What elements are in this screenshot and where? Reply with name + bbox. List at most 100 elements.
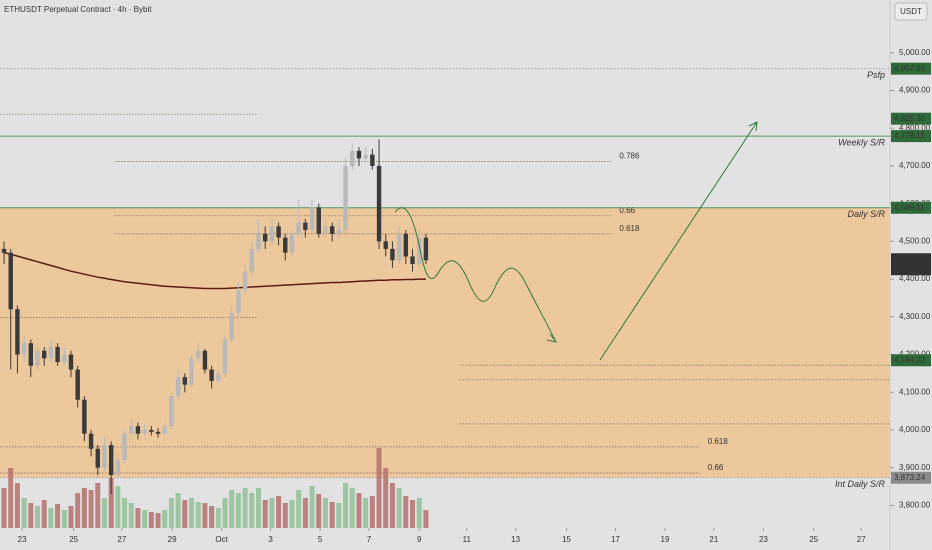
volume-bar (195, 502, 201, 528)
level-tag-label: 3,873.24 (894, 473, 926, 482)
candle-body (209, 369, 214, 381)
candle-body (129, 426, 134, 434)
candle-body (423, 237, 429, 261)
candle-body (35, 350, 40, 366)
volume-bar (202, 503, 208, 528)
fib-label: 0.618 (619, 224, 640, 233)
volume-bar (376, 448, 382, 528)
candle-body (222, 339, 228, 374)
x-tick-label: 19 (661, 535, 670, 544)
candle-body (149, 429, 154, 432)
level-label: Int Daily S/R (835, 479, 886, 489)
candle-body (75, 369, 80, 400)
volume-bar (175, 493, 181, 528)
y-tick-label: 5,000.00 (899, 48, 931, 57)
volume-bar (48, 508, 54, 528)
volume-bar (396, 488, 402, 528)
level-tag (891, 471, 931, 484)
volume-bar (329, 502, 335, 528)
candle-body (262, 233, 268, 242)
candle-body (68, 354, 74, 370)
candle-body (102, 445, 107, 468)
candle-body (182, 377, 188, 385)
candle-body (122, 433, 127, 461)
x-tick-label: 25 (809, 535, 818, 544)
volume-bar (255, 488, 261, 528)
x-tick-label: 3 (268, 535, 273, 544)
volume-bar (1, 488, 7, 528)
candle-body (390, 248, 395, 261)
candle-body (410, 256, 415, 264)
y-tick-label: 4,000.00 (899, 425, 931, 434)
level-tag-label: 4,589.11 (894, 203, 925, 212)
candle-body (189, 358, 194, 385)
currency-box (894, 2, 928, 21)
volume-bar (423, 510, 429, 528)
volume-bar (383, 468, 389, 528)
volume-bar (262, 500, 268, 528)
candle-body (417, 237, 422, 264)
candle-body (108, 445, 114, 476)
volume-bar (222, 498, 228, 528)
level-tag (891, 201, 931, 214)
volume-bar (8, 468, 14, 528)
countdown: 01:37:21 (894, 264, 926, 273)
candle-body (115, 460, 121, 476)
volume-bar (209, 506, 215, 528)
level-tag (891, 62, 931, 75)
volume-bar (162, 510, 168, 528)
candle-body (296, 222, 301, 234)
volume-bar (61, 510, 67, 528)
x-tick-label: 29 (168, 535, 177, 544)
volume-bar (142, 510, 148, 528)
candle-body (236, 290, 241, 314)
y-tick-label: 3,900.00 (899, 463, 931, 472)
volume-bar (343, 483, 349, 528)
candle-body (142, 429, 147, 434)
y-tick-label: 4,900.00 (899, 86, 931, 95)
level-tag-label: 4,779.11 (894, 131, 925, 140)
price-tag (891, 112, 931, 125)
price-tag (891, 354, 931, 367)
candle-body (276, 226, 281, 238)
level-tag-label: 4,957.96 (894, 64, 926, 73)
candle-body (316, 207, 321, 234)
candle-body (48, 346, 54, 359)
volume-bar (95, 483, 101, 528)
candle-body (343, 165, 348, 231)
volume-bar (322, 498, 328, 528)
volume-bar (35, 506, 41, 528)
candle-body (229, 313, 234, 340)
volume-bar (215, 508, 221, 528)
candle-body (82, 399, 87, 434)
volume-bar (363, 498, 369, 528)
candle-body (329, 226, 335, 234)
volume-bar (302, 498, 308, 528)
fib-label: 0.618 (708, 437, 729, 446)
volume-bar (101, 498, 107, 528)
x-tick-label: 21 (709, 535, 718, 544)
y-tick-label: 4,500.00 (899, 236, 931, 245)
volume-bar (88, 490, 94, 528)
volume-bar (14, 483, 20, 528)
candle-body (21, 343, 27, 355)
volume-bar (403, 496, 409, 528)
volume-bar (282, 503, 288, 528)
volume-bar (68, 506, 74, 528)
x-tick-label: 23 (18, 535, 27, 544)
price-tag-label: 4,184.72 (894, 355, 926, 364)
volume-bar (229, 490, 235, 528)
candle-body (55, 346, 60, 363)
candle-body (323, 226, 328, 234)
x-tick-label: 7 (367, 535, 372, 544)
volume-bar (182, 500, 188, 528)
candle-body (350, 150, 355, 166)
fib-label: 0.66 (708, 463, 724, 472)
x-tick-label: 15 (562, 535, 571, 544)
projection-arrowhead (546, 333, 558, 343)
candle-body (62, 354, 67, 363)
moving-average (3, 251, 426, 290)
candle-body (242, 271, 248, 291)
price-tag-label: 4,825.30 (894, 114, 926, 123)
